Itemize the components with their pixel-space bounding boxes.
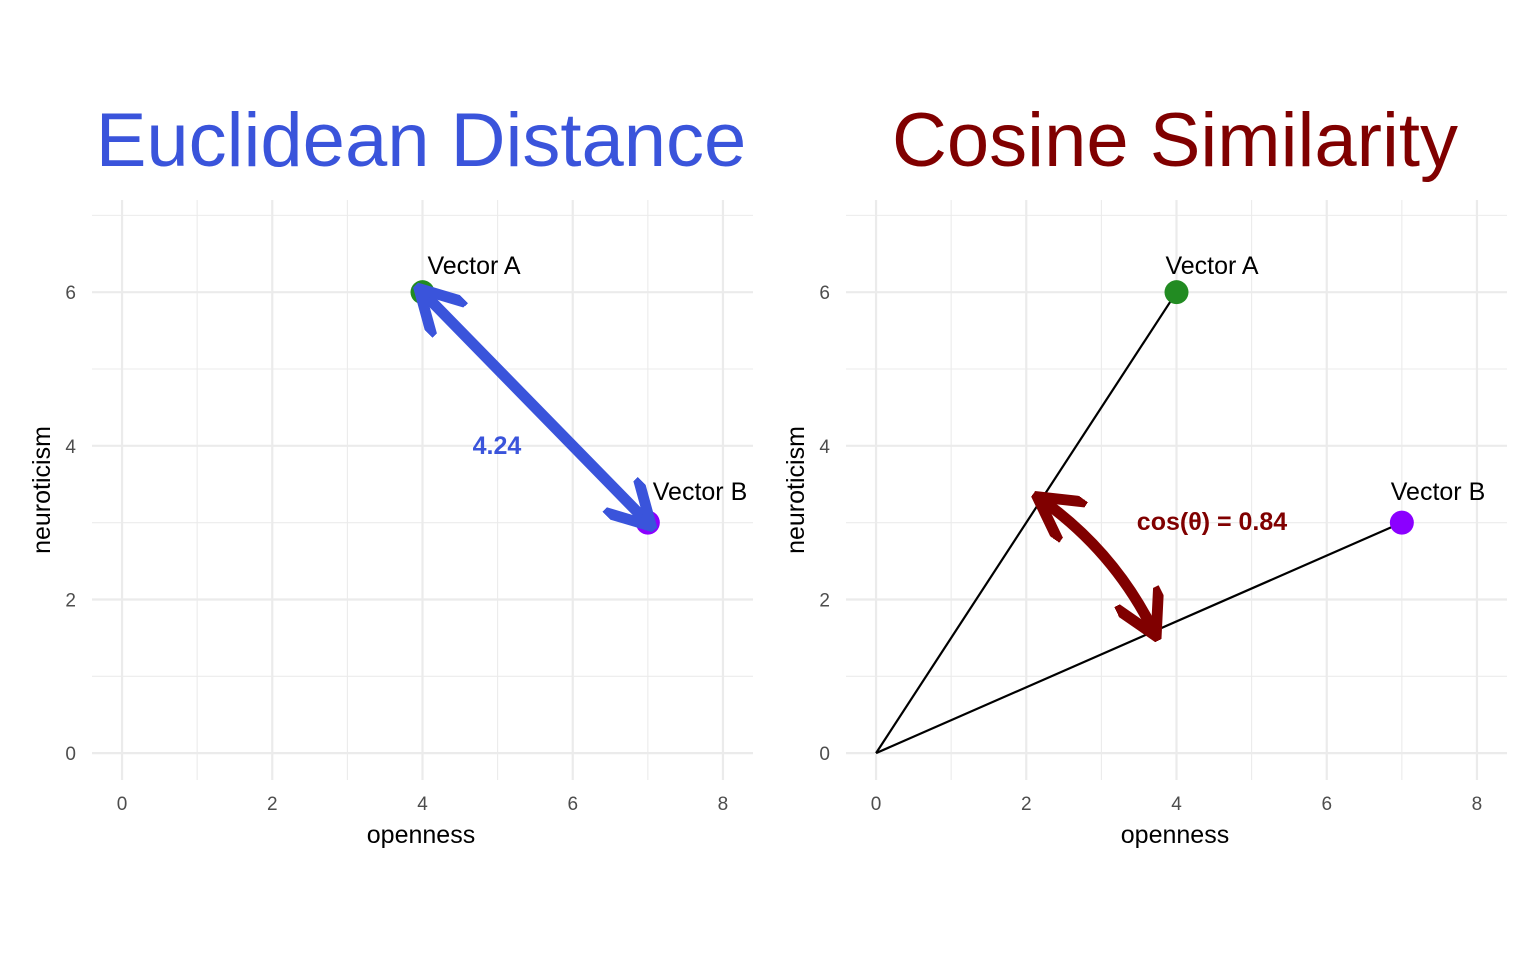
euclidean-y-axis-title: neuroticism bbox=[28, 426, 56, 554]
cosine-point-label-b: Vector B bbox=[1391, 478, 1486, 506]
cosine-point-label-a: Vector A bbox=[1165, 252, 1258, 280]
euclidean-x-tick-label: 8 bbox=[718, 794, 729, 815]
cosine-marks bbox=[875, 280, 1414, 755]
euclidean-x-tick-label: 0 bbox=[117, 794, 128, 815]
euclidean-point-label-b: Vector B bbox=[653, 478, 748, 506]
cosine-x-tick-label: 2 bbox=[1021, 794, 1032, 815]
cosine-x-tick-label: 6 bbox=[1321, 794, 1332, 815]
euclidean-y-tick-label: 0 bbox=[65, 744, 76, 765]
euclidean-distance-label: 4.24 bbox=[473, 432, 522, 460]
cosine-similarity-label: cos(θ) = 0.84 bbox=[1137, 508, 1287, 536]
cosine-x-axis-title: openness bbox=[1121, 821, 1229, 849]
cosine-angle-arrow bbox=[1041, 500, 1154, 632]
cosine-x-tick-label: 0 bbox=[871, 794, 882, 815]
euclidean-y-tick-label: 6 bbox=[65, 283, 76, 304]
cosine-y-tick-label: 0 bbox=[819, 744, 830, 765]
cosine-point-b bbox=[1389, 510, 1414, 535]
euclidean-panel: Euclidean Distance 0 2 4 6 8 0 2 4 6 openness ne… bbox=[28, 98, 753, 849]
euclidean-x-tick-label: 2 bbox=[267, 794, 278, 815]
euclidean-y-tick-label: 4 bbox=[65, 437, 76, 458]
cosine-vector-line bbox=[875, 291, 1178, 754]
euclidean-x-axis-title: openness bbox=[367, 821, 475, 849]
cosine-x-tick-label: 8 bbox=[1472, 794, 1483, 815]
euclidean-marks bbox=[410, 280, 660, 535]
cosine-vector-line bbox=[875, 521, 1403, 755]
euclidean-y-tick-label: 2 bbox=[65, 590, 76, 611]
euclidean-x-tick-label: 6 bbox=[567, 794, 578, 815]
cosine-point-a bbox=[1164, 280, 1189, 305]
cosine-panel: Cosine Similarity 0 2 4 6 8 0 2 4 6 openness neu… bbox=[782, 98, 1507, 849]
cosine-y-tick-label: 2 bbox=[819, 590, 830, 611]
euclidean-distance-arrow bbox=[423, 292, 648, 522]
cosine-y-axis-title: neuroticism bbox=[782, 426, 810, 554]
euclidean-point-label-a: Vector A bbox=[427, 252, 520, 280]
cosine-ticks: 0 2 4 6 8 0 2 4 6 bbox=[819, 283, 1482, 815]
cosine-title: Cosine Similarity bbox=[892, 98, 1458, 183]
cosine-y-tick-label: 6 bbox=[819, 283, 830, 304]
euclidean-title: Euclidean Distance bbox=[96, 98, 747, 183]
cosine-x-tick-label: 4 bbox=[1171, 794, 1182, 815]
euclidean-ticks: 0 2 4 6 8 0 2 4 6 bbox=[65, 283, 728, 815]
cosine-y-tick-label: 4 bbox=[819, 437, 830, 458]
euclidean-x-tick-label: 4 bbox=[417, 794, 428, 815]
